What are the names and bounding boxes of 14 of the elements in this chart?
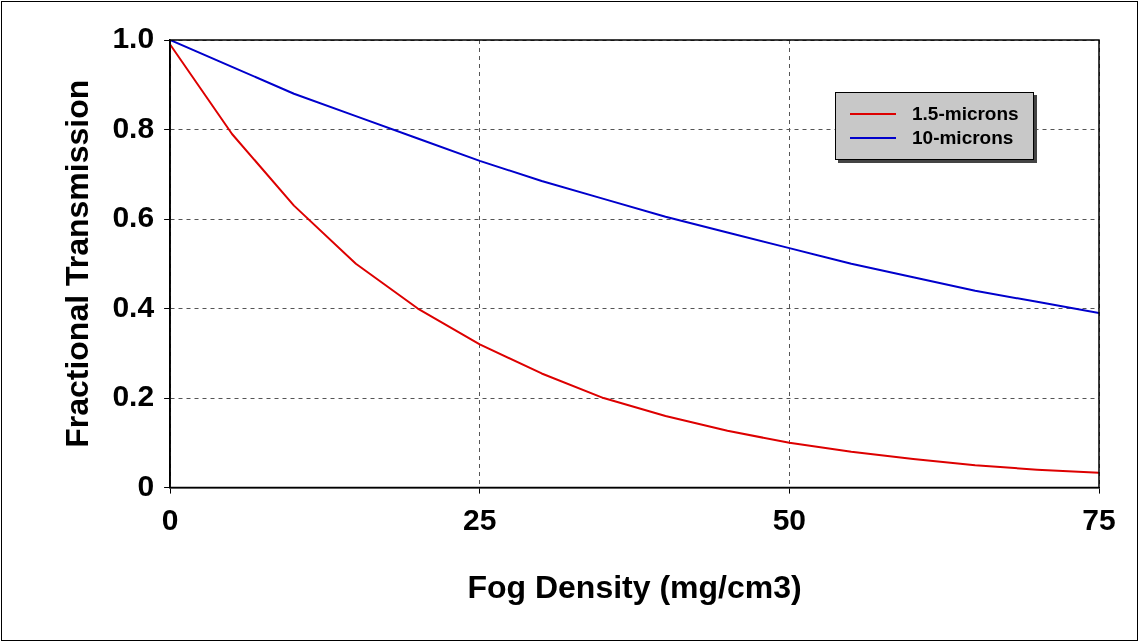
x-axis-title: Fog Density (mg/cm3) <box>467 568 802 605</box>
y-tick-label: 0.2 <box>112 379 155 413</box>
y-tick-label: 0 <box>137 468 155 502</box>
legend-label: 10-microns <box>912 127 1014 149</box>
x-tick-label: 75 <box>1082 502 1116 536</box>
x-tick-label: 0 <box>161 502 179 536</box>
y-tick-label: 0.8 <box>112 110 155 144</box>
y-tick-label: 0.4 <box>112 289 155 323</box>
x-tick-label: 25 <box>463 502 497 536</box>
legend-label: 1.5-microns <box>912 103 1019 125</box>
y-tick-label: 0.6 <box>112 200 155 234</box>
x-tick-label: 50 <box>772 502 807 536</box>
y-axis-title: Fractional Transmission <box>59 79 96 448</box>
y-tick-label: 1.0 <box>112 21 155 55</box>
